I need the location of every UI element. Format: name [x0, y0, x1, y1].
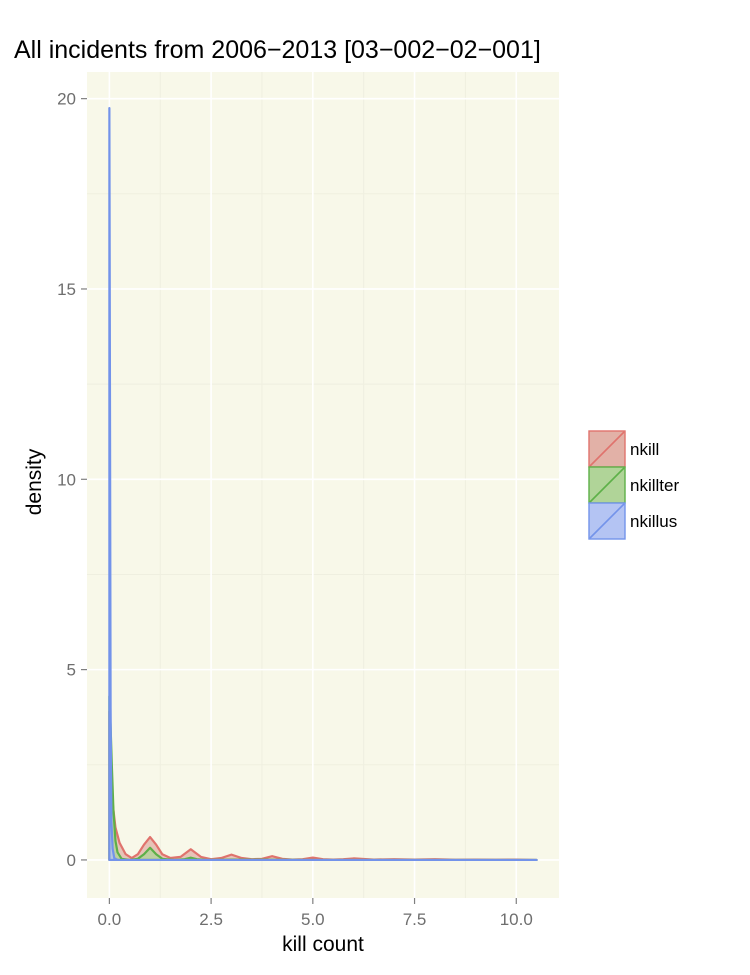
legend-label-nkill: nkill	[630, 440, 659, 459]
y-tick-label: 0	[67, 851, 76, 870]
x-axis-title: kill count	[282, 933, 364, 956]
legend-label-nkillter: nkillter	[630, 476, 679, 495]
y-tick-label: 5	[67, 661, 76, 680]
x-tick-label: 2.5	[199, 910, 223, 929]
legend: nkill nkillter nkillus	[588, 430, 679, 540]
legend-key-slash	[589, 503, 625, 539]
x-axis: 0.0 2.5 5.0 7.5 10.0	[98, 898, 533, 929]
legend-item-nkill: nkill	[588, 430, 659, 468]
chart-title: All incidents from 2006−2013 [03−002−02−…	[14, 36, 541, 64]
x-tick-label: 0.0	[98, 910, 122, 929]
x-tick-label: 5.0	[301, 910, 325, 929]
x-tick-label: 7.5	[403, 910, 427, 929]
legend-key-slash	[589, 431, 625, 467]
legend-item-nkillus: nkillus	[588, 502, 677, 540]
y-tick-label: 10	[57, 470, 76, 489]
density-areas	[108, 107, 538, 862]
plot-panel	[87, 72, 559, 898]
area-nkillus	[108, 107, 538, 862]
series-nkillus	[108, 107, 538, 862]
x-tick-label: 10.0	[500, 910, 533, 929]
legend-key-slash	[589, 467, 625, 503]
legend-label-nkillus: nkillus	[630, 512, 677, 531]
y-axis-title: density	[23, 448, 46, 515]
y-axis: 0 5 10 15 20	[57, 90, 87, 870]
y-tick-label: 15	[57, 280, 76, 299]
legend-item-nkillter: nkillter	[588, 466, 679, 504]
minor-gridlines	[87, 72, 559, 898]
y-tick-label: 20	[57, 90, 76, 109]
